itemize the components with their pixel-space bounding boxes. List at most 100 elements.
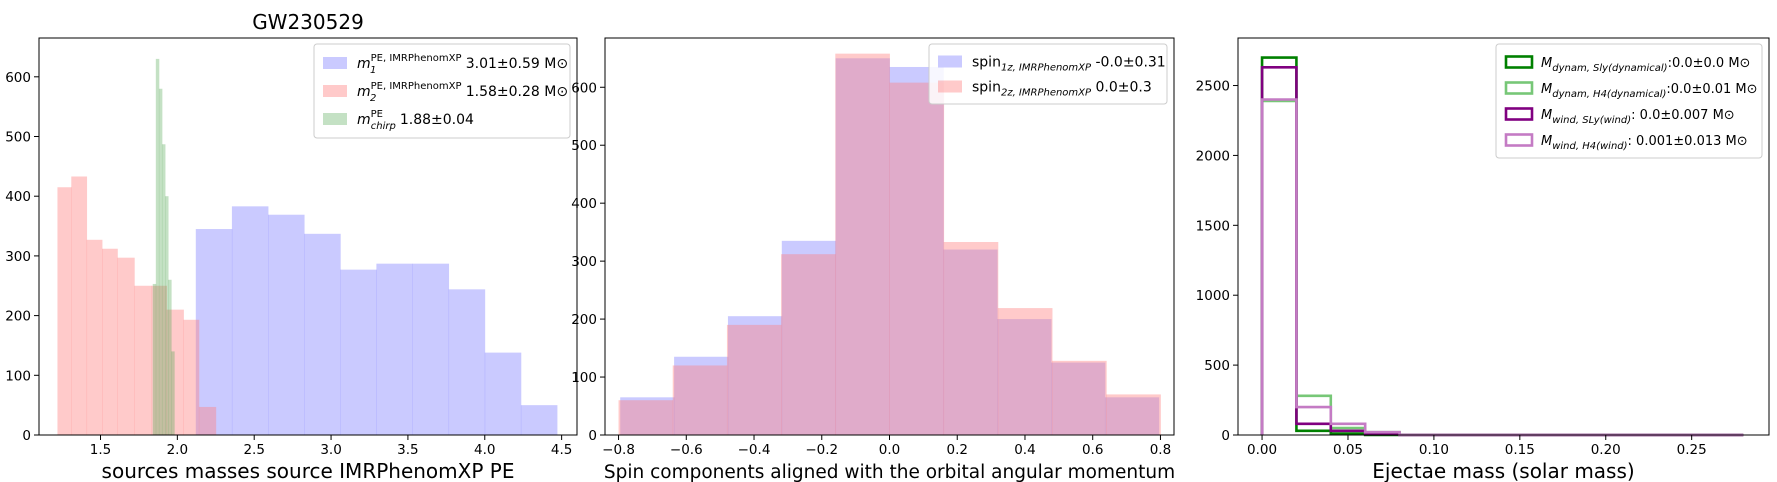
y-tick-label: 500: [571, 138, 597, 154]
histogram-bar-series-1-4: [835, 53, 890, 436]
y-tick-label: 100: [571, 370, 597, 386]
chart-title: GW230529: [252, 10, 364, 34]
y-tick-label: 400: [5, 189, 31, 205]
y-tick-label: 600: [5, 70, 31, 86]
histogram-bar-series-1-1: [71, 176, 88, 435]
x-tick-label: 0.8: [1150, 442, 1171, 458]
x-tick-label: 0.20: [1591, 442, 1621, 458]
histogram-bar-series-0-0: [195, 229, 233, 435]
histogram-bar-series-2-4: [165, 196, 169, 435]
histogram-bar-series-0-4: [340, 269, 377, 435]
legend-swatch: [1504, 107, 1534, 121]
histogram-bar-series-1-3: [781, 254, 836, 435]
x-tick-label: −0.8: [602, 442, 635, 458]
y-tick-label: 200: [571, 312, 597, 328]
y-tick-label: 100: [5, 368, 31, 384]
y-tick-label: 200: [5, 309, 31, 325]
histogram-bar-series-0-2: [727, 316, 783, 435]
histogram-bar-series-2-0: [152, 283, 157, 435]
histogram-bar-series-0-3: [781, 240, 837, 435]
histogram-bar-series-0-5: [376, 263, 413, 435]
legend-swatch: [938, 55, 962, 68]
x-axis-label: Ejectae mass (solar mass): [1372, 459, 1634, 482]
y-tick-label: 1000: [1196, 288, 1230, 304]
histogram-bar-series-1-6: [943, 242, 999, 435]
y-tick-label: 300: [571, 254, 597, 270]
axes-frame: [38, 37, 578, 436]
histogram-bar-series-1-3: [102, 248, 118, 435]
x-tick-label: 0.0: [879, 442, 900, 458]
histogram-bar-series-1-5: [134, 285, 152, 435]
legend-label: mPE, IMRPhenomXP 2 1.58±0.28 M⊙: [357, 81, 568, 104]
histogram-bar-series-2-6: [171, 351, 175, 435]
x-tick-label: 0.15: [1505, 442, 1535, 458]
x-tick-label: 0.25: [1677, 442, 1707, 458]
y-tick-label: 2500: [1196, 79, 1230, 95]
legend-swatch: [938, 80, 962, 93]
histogram-bar-series-2-1: [155, 58, 160, 435]
x-tick-label: 0.4: [1014, 442, 1035, 458]
legend-swatch: [323, 85, 347, 97]
histogram-bar-series-0-5: [889, 66, 944, 436]
histogram-bar-series-1-7: [166, 309, 184, 435]
histogram-bar-series-0-7: [997, 319, 1052, 435]
histogram-bar-series-0-9: [1104, 397, 1160, 435]
legend-label: mPE chirp 1.88±0.04: [357, 109, 474, 132]
chart-panel-ejecta-mass: 0.00 0.05 0.10 0.15 0.20 0.25 0 500 1000 1500 2000…: [1196, 37, 1770, 482]
histogram-bar-series-0-1: [231, 206, 269, 435]
x-tick-label: 0.05: [1333, 442, 1363, 458]
histogram-bar-series-1-2: [726, 324, 782, 435]
histogram-bar-series-1-0: [57, 187, 72, 435]
legend-label: Mdynam, H4(dynamical):0.0±0.01 M⊙: [1541, 82, 1758, 100]
histogram-bar-series-1-8: [183, 319, 200, 435]
x-tick-label: 0.10: [1419, 442, 1449, 458]
x-tick-label: 0.6: [1082, 442, 1103, 458]
x-tick-label: 4.0: [474, 442, 495, 458]
x-tick-label: 3.0: [320, 442, 341, 458]
step-histogram-series-3: [1260, 98, 1744, 437]
x-tick-label: 4.5: [551, 442, 572, 458]
histogram-bar-series-1-4: [117, 257, 135, 435]
y-tick-label: 1500: [1196, 218, 1230, 234]
axes-frame: [1237, 37, 1770, 436]
chart-panel-masses: 1.5 2.0 2.5 3.0 3.5 4.0 4.5 0 100 200 300 400 500 600…: [5, 10, 578, 482]
y-tick-label: 2000: [1196, 148, 1230, 164]
histogram-bar-series-1-5: [889, 82, 945, 435]
x-axis-label: sources masses source IMRPhenomXP PE: [102, 459, 515, 482]
y-tick-label: 400: [571, 196, 597, 212]
histogram-bar-series-0-6: [412, 263, 450, 435]
x-tick-label: 3.5: [397, 442, 418, 458]
x-tick-label: 2.5: [243, 442, 264, 458]
histogram-bar-series-0-2: [268, 214, 305, 435]
histogram-bar-series-1-0: [618, 400, 674, 435]
y-tick-label: 500: [1204, 358, 1230, 374]
y-tick-label: 0: [22, 428, 31, 444]
x-tick-label: 1.5: [90, 442, 111, 458]
histogram-bar-series-2-5: [168, 279, 172, 435]
legend-swatch: [323, 113, 347, 125]
x-tick-label: 0.2: [946, 442, 967, 458]
legend-label: Mdynam, Sly(dynamical):0.0±0.0 M⊙: [1541, 56, 1750, 74]
legend-label: Mwind, H4(wind): 0.001±0.013 M⊙: [1541, 134, 1748, 152]
histogram-bar-series-0-0: [620, 397, 675, 435]
x-tick-label: 2.0: [167, 442, 188, 458]
legend-label: spin1z, IMRPhenomXP -0.0±0.31: [972, 55, 1166, 74]
histogram-bar-series-0-6: [943, 249, 998, 435]
y-tick-label: 600: [571, 80, 597, 96]
legend-label: mPE, IMRPhenomXP 1 3.01±0.59 M⊙: [357, 53, 568, 76]
histogram-bar-series-0-9: [520, 405, 558, 435]
y-tick-label: 0: [1221, 428, 1230, 444]
legend-swatch: [323, 57, 347, 69]
histogram-bar-series-0-7: [448, 289, 486, 435]
x-tick-label: 0.00: [1247, 442, 1277, 458]
histogram-bar-series-1-6: [151, 285, 167, 435]
legend-box: [928, 43, 1168, 105]
histogram-bar-series-2-3: [161, 144, 166, 436]
legend-label: spin2z, IMRPhenomXP 0.0±0.3: [972, 80, 1152, 99]
legend-swatch: [1504, 55, 1534, 69]
histogram-bar-series-1-2: [86, 239, 103, 435]
legend-label: Mwind, SLy(wind): 0.0±0.007 M⊙: [1541, 108, 1735, 126]
histogram-bar-series-1-8: [1052, 360, 1107, 435]
